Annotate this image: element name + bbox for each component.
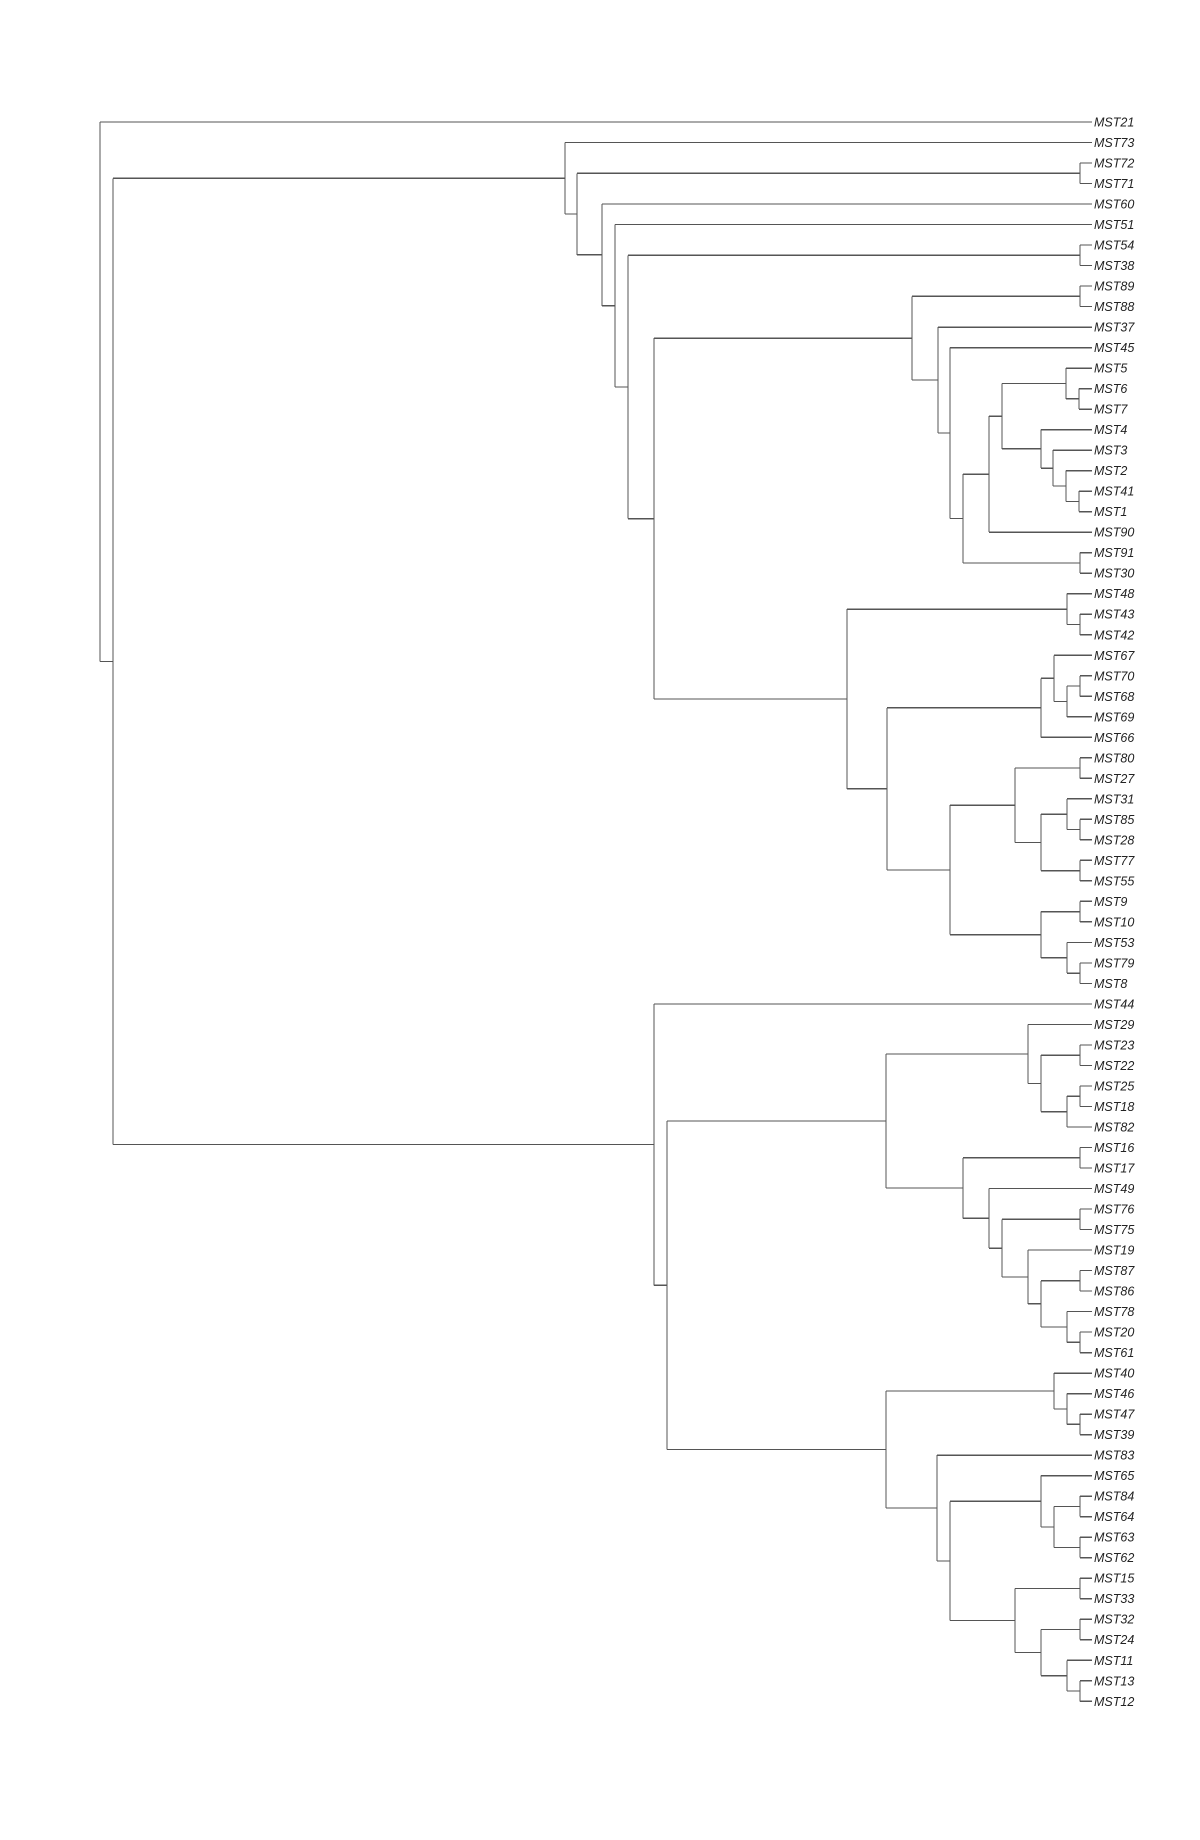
- leaf-label: MST63: [1094, 1531, 1134, 1545]
- leaf-label: MST31: [1094, 792, 1134, 806]
- leaf-label: MST85: [1094, 813, 1134, 827]
- leaf-labels: MST21 MST73 MST72 MST71 MST60 MST51 MST54 MST38…: [1094, 116, 1135, 1709]
- leaf-label: MST12: [1094, 1695, 1134, 1709]
- leaf-label: MST80: [1094, 751, 1134, 765]
- leaf-label: MST13: [1094, 1674, 1134, 1688]
- leaf-label: MST55: [1094, 874, 1134, 888]
- leaf-label: MST6: [1094, 382, 1127, 396]
- leaf-label: MST10: [1094, 915, 1134, 929]
- leaf-label: MST45: [1094, 341, 1134, 355]
- leaf-label: MST73: [1094, 136, 1134, 150]
- leaf-label: MST88: [1094, 300, 1134, 314]
- leaf-label: MST62: [1094, 1551, 1134, 1565]
- leaf-label: MST23: [1094, 1038, 1134, 1052]
- leaf-label: MST25: [1094, 1079, 1134, 1093]
- leaf-label: MST90: [1094, 526, 1134, 540]
- leaf-label: MST18: [1094, 1100, 1134, 1114]
- leaf-label: MST11: [1094, 1654, 1133, 1668]
- leaf-label: MST46: [1094, 1387, 1134, 1401]
- leaf-label: MST48: [1094, 587, 1134, 601]
- leaf-label: MST69: [1094, 710, 1134, 724]
- leaf-label: MST19: [1094, 1244, 1134, 1258]
- leaf-label: MST40: [1094, 1367, 1134, 1381]
- leaf-label: MST76: [1094, 1203, 1134, 1217]
- leaf-label: MST5: [1094, 362, 1127, 376]
- leaf-label: MST16: [1094, 1141, 1134, 1155]
- leaf-label: MST8: [1094, 977, 1127, 991]
- leaf-label: MST83: [1094, 1449, 1134, 1463]
- leaf-label: MST78: [1094, 1305, 1134, 1319]
- leaf-label: MST82: [1094, 1120, 1134, 1134]
- leaf-label: MST22: [1094, 1059, 1134, 1073]
- leaf-label: MST84: [1094, 1490, 1134, 1504]
- leaf-label: MST4: [1094, 423, 1127, 437]
- leaf-label: MST79: [1094, 956, 1134, 970]
- leaf-label: MST61: [1094, 1346, 1134, 1360]
- leaf-label: MST49: [1094, 1182, 1134, 1196]
- leaf-label: MST27: [1094, 772, 1135, 786]
- leaf-label: MST32: [1094, 1613, 1134, 1627]
- leaf-label: MST2: [1094, 464, 1127, 478]
- leaf-label: MST21: [1094, 116, 1134, 130]
- leaf-label: MST68: [1094, 690, 1134, 704]
- leaf-label: MST51: [1094, 218, 1134, 232]
- leaf-label: MST28: [1094, 833, 1134, 847]
- leaf-label: MST20: [1094, 1326, 1134, 1340]
- leaf-label: MST70: [1094, 669, 1134, 683]
- leaf-label: MST3: [1094, 444, 1127, 458]
- leaf-label: MST7: [1094, 403, 1128, 417]
- leaf-label: MST60: [1094, 198, 1134, 212]
- leaf-label: MST54: [1094, 239, 1134, 253]
- leaf-label: MST67: [1094, 649, 1135, 663]
- leaf-label: MST37: [1094, 321, 1135, 335]
- leaf-label: MST44: [1094, 997, 1134, 1011]
- leaf-label: MST72: [1094, 157, 1134, 171]
- leaf-label: MST42: [1094, 628, 1134, 642]
- leaf-label: MST71: [1094, 177, 1134, 191]
- leaf-label: MST29: [1094, 1018, 1134, 1032]
- leaf-label: MST66: [1094, 731, 1134, 745]
- leaf-label: MST15: [1094, 1572, 1134, 1586]
- leaf-label: MST9: [1094, 895, 1127, 909]
- leaf-label: MST1: [1094, 505, 1127, 519]
- leaf-label: MST77: [1094, 854, 1135, 868]
- leaf-label: MST86: [1094, 1285, 1134, 1299]
- leaf-label: MST91: [1094, 546, 1134, 560]
- leaf-label: MST65: [1094, 1469, 1134, 1483]
- tree-branches: [99, 121, 1092, 1702]
- leaf-label: MST47: [1094, 1408, 1135, 1422]
- leaf-label: MST30: [1094, 567, 1134, 581]
- leaf-label: MST53: [1094, 936, 1134, 950]
- leaf-label: MST33: [1094, 1592, 1134, 1606]
- leaf-label: MST64: [1094, 1510, 1134, 1524]
- leaf-label: MST39: [1094, 1428, 1134, 1442]
- leaf-label: MST75: [1094, 1223, 1134, 1237]
- leaf-label: MST24: [1094, 1633, 1134, 1647]
- leaf-label: MST87: [1094, 1264, 1135, 1278]
- leaf-label: MST38: [1094, 259, 1134, 273]
- leaf-label: MST89: [1094, 280, 1134, 294]
- leaf-label: MST41: [1094, 485, 1134, 499]
- leaf-label: MST17: [1094, 1162, 1135, 1176]
- leaf-label: MST43: [1094, 608, 1134, 622]
